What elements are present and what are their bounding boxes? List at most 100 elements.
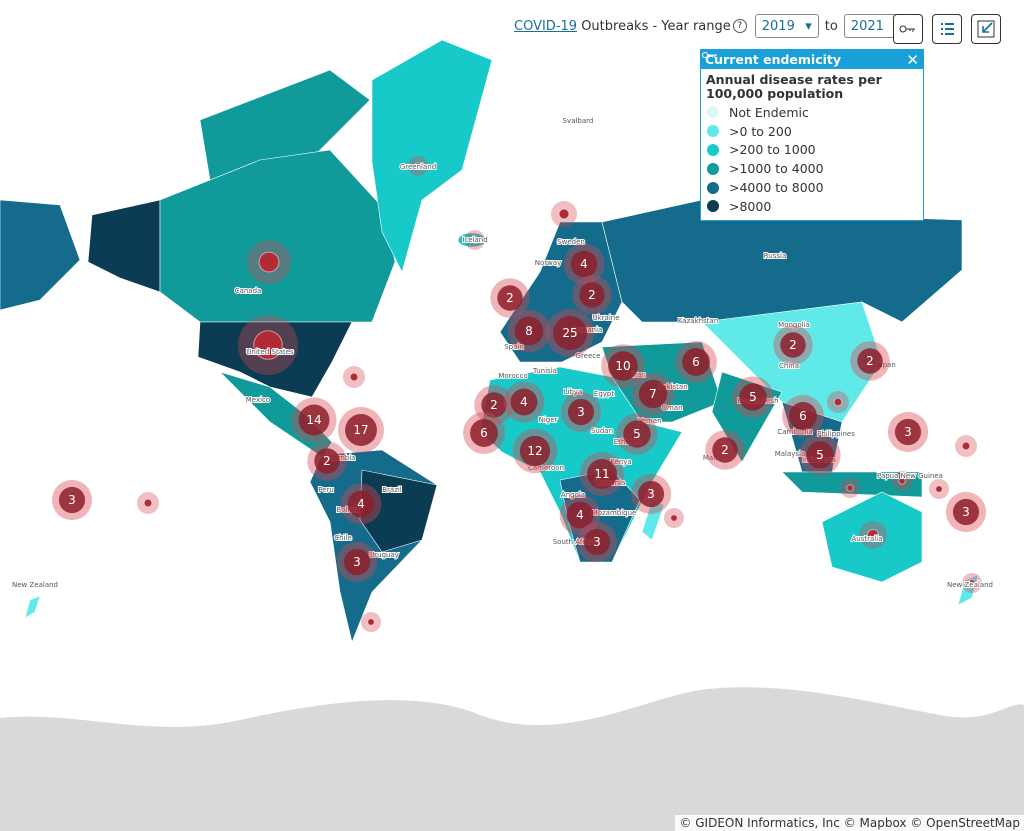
- place-label: Mongolia: [778, 321, 810, 329]
- legend-item: >4000 to 8000: [701, 178, 923, 197]
- place-label: Chile: [334, 534, 352, 542]
- cluster-marker: [567, 398, 595, 426]
- cluster-marker: [587, 459, 617, 489]
- cluster-marker: [579, 282, 605, 308]
- close-button[interactable]: ✕: [906, 50, 919, 69]
- place-label: Mozambique: [592, 509, 637, 517]
- legend-label: >200 to 1000: [729, 142, 816, 158]
- legend-item: >0 to 200: [701, 122, 923, 141]
- outbreak-marker: [367, 618, 375, 626]
- legend-panel: Current endemicity ✕ Annual disease rate…: [700, 49, 924, 221]
- place-label: Iceland: [462, 236, 487, 244]
- list-icon: [941, 23, 954, 35]
- to-label: to: [824, 18, 838, 34]
- cluster-count: 4: [357, 497, 365, 511]
- cluster-marker: [470, 419, 498, 447]
- place-label: Ukraine: [592, 314, 619, 322]
- cluster-count: 5: [633, 427, 641, 441]
- new-zealand-west: [24, 595, 41, 619]
- list-button[interactable]: [932, 14, 962, 44]
- alaska: [87, 199, 161, 293]
- key-icon: [899, 25, 915, 33]
- place-label: Pakistan: [658, 383, 687, 391]
- place-label: Japan: [875, 361, 896, 369]
- cluster-count: 2: [789, 338, 797, 352]
- year-from-select[interactable]: 2019 ▾: [754, 14, 819, 38]
- place-label: Brazil: [382, 486, 402, 494]
- outbreak-marker: [961, 441, 971, 451]
- cluster-marker: [347, 490, 375, 518]
- single-markers: [137, 156, 982, 632]
- place-label: China: [779, 362, 799, 370]
- help-icon[interactable]: ?: [732, 19, 747, 33]
- outbreak-marker: [935, 485, 943, 493]
- legend-button[interactable]: [893, 14, 923, 44]
- collapse-button[interactable]: [971, 14, 1001, 44]
- cluster-count: 3: [593, 535, 601, 549]
- legend-item: >1000 to 4000: [701, 159, 923, 178]
- cluster-marker: [345, 414, 377, 446]
- cluster-count: 2: [866, 354, 874, 368]
- legend-item: >8000: [701, 197, 923, 216]
- cluster-count: 5: [749, 390, 757, 404]
- cluster-count: 3: [962, 505, 970, 519]
- place-label: Bolivia: [336, 506, 359, 514]
- cluster-marker: [608, 351, 638, 381]
- cluster-marker: [682, 348, 710, 376]
- cluster-count: 2: [588, 288, 596, 302]
- place-label: Romania: [572, 326, 603, 334]
- cluster-count: 17: [353, 423, 368, 437]
- controls-text: Outbreaks - Year range: [581, 18, 731, 34]
- cluster-marker: [514, 316, 544, 346]
- usa: [197, 321, 353, 398]
- outbreak-marker: [846, 484, 854, 492]
- cluster-count: 3: [353, 555, 361, 569]
- legend-label: >4000 to 8000: [729, 180, 824, 196]
- year-from: 2019: [761, 18, 795, 34]
- cluster-marker: [739, 383, 767, 411]
- place-label: Niger: [539, 416, 558, 424]
- greenland: [371, 39, 493, 273]
- outbreak-marker: [349, 372, 359, 382]
- place-label: Australia: [852, 535, 883, 543]
- cluster-count: 10: [615, 359, 630, 373]
- legend-label: >0 to 200: [729, 123, 792, 139]
- place-label: Norway: [535, 259, 562, 267]
- cluster-count: 2: [323, 454, 331, 468]
- cluster-count: 2: [506, 291, 514, 305]
- outbreak-marker: [143, 498, 153, 508]
- place-label: Uruguay: [369, 551, 399, 559]
- disease-link[interactable]: COVID-19: [514, 18, 578, 34]
- cluster-marker: [806, 441, 834, 469]
- legend-swatch: [707, 125, 719, 138]
- place-label: Morocco: [498, 372, 527, 380]
- legend-header: Current endemicity ✕: [701, 50, 923, 69]
- cluster-marker: [298, 404, 330, 436]
- cluster-marker: [314, 448, 340, 474]
- cluster-marker: [638, 379, 668, 409]
- cluster-marker: [637, 480, 665, 508]
- outbreak-marker: [867, 529, 879, 541]
- legend-label: >1000 to 4000: [729, 161, 824, 177]
- cluster-count: 3: [647, 487, 655, 501]
- outbreak-marker: [670, 514, 678, 522]
- outbreak-marker: [898, 477, 906, 485]
- outbreak-marker: [258, 251, 280, 273]
- cluster-marker: [712, 437, 738, 463]
- legend-label: >8000: [729, 198, 772, 214]
- outbreak-marker: [558, 208, 570, 220]
- place-label: Philippines: [817, 430, 855, 438]
- place-label: Mali: [703, 454, 717, 462]
- cluster-count: 5: [816, 448, 824, 462]
- outbreak-marker: [833, 397, 843, 407]
- antarctica: [0, 687, 1024, 831]
- cluster-marker: [780, 332, 806, 358]
- legend-swatch: [707, 200, 719, 213]
- cluster-marker: [510, 388, 538, 416]
- outbreak-marker: [968, 579, 976, 587]
- cluster-marker: [894, 418, 922, 446]
- place-label: Greenland: [400, 163, 436, 171]
- cluster-marker: [857, 348, 883, 374]
